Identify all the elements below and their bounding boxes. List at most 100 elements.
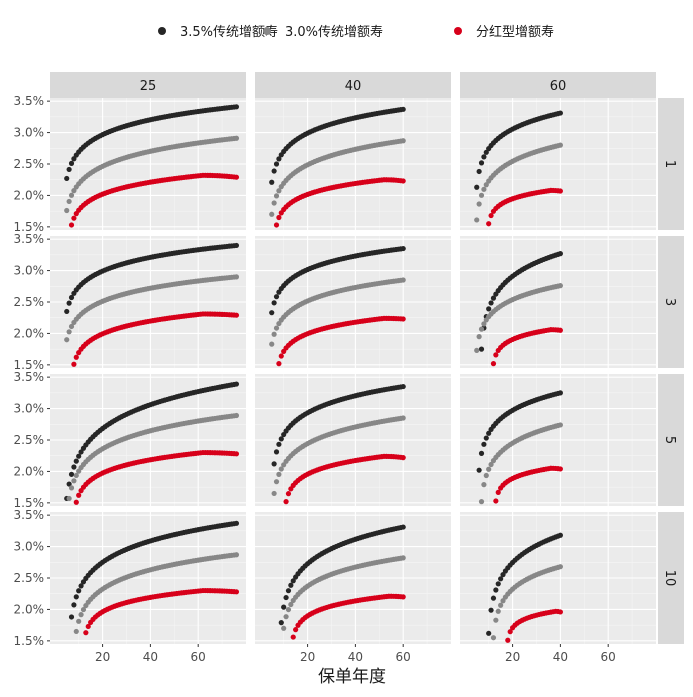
data-point — [273, 325, 280, 331]
col-strip — [255, 72, 451, 98]
data-point — [78, 583, 84, 589]
data-point — [76, 588, 82, 594]
data-point — [73, 354, 79, 360]
data-series — [476, 390, 563, 473]
data-point — [488, 461, 494, 468]
y-tick-label: 2.5% — [14, 571, 45, 585]
data-point — [557, 466, 563, 472]
data-point — [481, 321, 487, 327]
legend-item: 分红型增额寿 — [454, 24, 554, 40]
data-point — [276, 441, 282, 447]
data-point — [273, 161, 280, 167]
data-point — [233, 589, 240, 595]
data-series — [273, 177, 406, 228]
legend: 3.5%传统增额寿 3.0%传统增额寿 分红型增额寿 — [158, 24, 554, 40]
data-point — [276, 214, 282, 221]
data-point — [557, 609, 563, 615]
row-strip-label: 1 — [662, 160, 677, 168]
data-point — [495, 489, 501, 495]
data-point — [71, 361, 77, 367]
row-strip — [658, 236, 684, 368]
facet-panel — [50, 98, 246, 230]
data-point — [490, 635, 497, 641]
data-point — [71, 156, 77, 162]
x-tick-label: 40 — [553, 650, 568, 664]
x-tick-label: 60 — [396, 650, 411, 664]
data-point — [478, 192, 485, 198]
data-point — [400, 594, 406, 600]
data-series — [486, 187, 563, 227]
data-point — [233, 381, 240, 387]
data-point — [278, 620, 284, 626]
data-point — [488, 212, 494, 219]
data-point — [71, 188, 77, 194]
y-tick-label: 3.5% — [14, 94, 45, 108]
data-series — [490, 564, 563, 641]
data-point — [495, 608, 501, 614]
data-point — [400, 455, 406, 461]
facet-panel — [460, 236, 656, 368]
data-series — [474, 142, 563, 223]
data-point — [233, 451, 240, 457]
data-point — [486, 221, 492, 227]
data-point — [498, 602, 504, 608]
data-point — [557, 110, 563, 116]
data-point — [478, 346, 485, 352]
facet-panel — [50, 374, 246, 506]
data-point — [290, 578, 296, 584]
data-point — [483, 149, 489, 155]
data-point — [281, 625, 287, 631]
data-point — [68, 192, 75, 198]
data-point — [73, 628, 79, 635]
data-point — [64, 175, 70, 182]
data-point — [273, 449, 280, 455]
data-point — [557, 327, 563, 333]
data-point — [474, 347, 480, 353]
data-point — [278, 466, 284, 472]
legend-item: 3.0%传统增额寿 — [263, 25, 383, 40]
data-point — [486, 630, 492, 636]
x-tick-label: 20 — [300, 650, 315, 664]
data-point — [288, 582, 294, 588]
legend-marker — [158, 27, 166, 35]
data-point — [293, 627, 299, 633]
data-point — [481, 154, 487, 160]
x-tick-label: 40 — [348, 650, 363, 664]
data-point — [233, 312, 240, 318]
data-point — [478, 326, 485, 332]
data-point — [283, 499, 289, 505]
data-point — [233, 552, 240, 558]
data-point — [233, 520, 240, 526]
y-tick-label: 3.0% — [14, 264, 45, 278]
data-series — [283, 453, 406, 505]
data-point — [478, 450, 485, 456]
data-point — [486, 430, 492, 436]
facet-panel — [50, 512, 246, 644]
data-series — [490, 327, 563, 367]
col-strip-label: 25 — [140, 79, 157, 94]
data-point — [269, 310, 275, 316]
data-point — [507, 629, 513, 635]
data-point — [400, 383, 406, 390]
data-point — [85, 623, 91, 630]
data-point — [64, 337, 70, 343]
y-tick-label: 1.5% — [14, 634, 45, 648]
data-series — [271, 383, 406, 467]
data-point — [476, 467, 482, 473]
data-point — [557, 283, 563, 289]
x-tick-label: 20 — [95, 650, 110, 664]
y-tick-label: 3.5% — [14, 508, 45, 522]
facet-panel — [460, 98, 656, 230]
y-tick-label: 3.0% — [14, 540, 45, 554]
data-point — [233, 412, 240, 419]
y-tick-label: 1.5% — [14, 358, 45, 372]
data-point — [493, 617, 499, 623]
data-point — [73, 499, 79, 505]
data-series — [66, 412, 240, 502]
data-point — [68, 222, 75, 228]
data-series — [68, 172, 240, 228]
legend-item: 3.5%传统增额寿 — [158, 25, 278, 40]
data-point — [271, 490, 277, 497]
